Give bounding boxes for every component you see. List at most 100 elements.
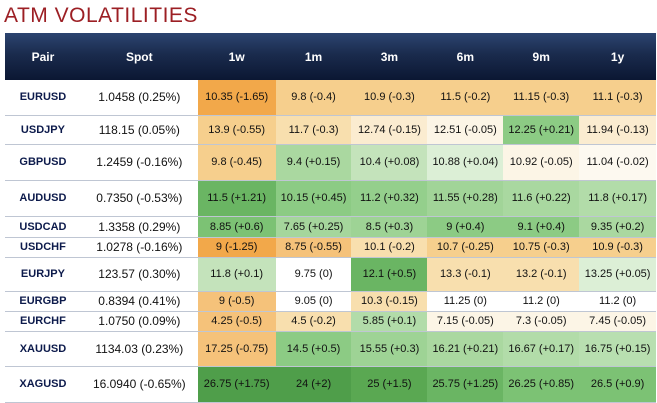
vol-cell: 25 (+1.5) — [351, 367, 428, 402]
vol-cell: 10.88 (+0.04) — [427, 145, 504, 180]
vol-cell: 10.3 (-0.15) — [351, 292, 428, 311]
spot-cell: 0.8394 (0.41%) — [80, 292, 198, 311]
vol-cell: 4.5 (-0.2) — [275, 312, 352, 331]
vol-cell: 7.15 (-0.05) — [427, 312, 504, 331]
vol-cell: 10.7 (-0.25) — [427, 238, 504, 257]
vol-cell: 10.4 (+0.08) — [351, 145, 428, 180]
vol-cell: 10.92 (-0.05) — [503, 145, 580, 180]
vol-cell: 10.1 (-0.2) — [351, 238, 428, 257]
header-1y[interactable]: 1y — [610, 49, 625, 64]
vol-cell: 11.2 (0) — [503, 292, 580, 311]
pair-cell: EURJPY — [5, 258, 81, 291]
spot-cell: 1.0750 (0.09%) — [80, 312, 198, 331]
vol-cell: 26.25 (+0.85) — [503, 367, 580, 402]
vol-cell: 16.21 (+0.21) — [427, 332, 504, 366]
vol-cell: 11.7 (-0.3) — [275, 116, 352, 144]
vol-cell: 11.2 (+0.32) — [351, 181, 428, 216]
vol-cell: 7.65 (+0.25) — [275, 217, 352, 237]
table-row[interactable]: GBPUSD 1.2459 (-0.16%) 9.8 (-0.45) 9.4 (+0.… — [5, 145, 657, 181]
vol-cell: 11.55 (+0.28) — [427, 181, 504, 216]
vol-cell: 13.25 (+0.05) — [579, 258, 657, 291]
vol-cell: 10.15 (+0.45) — [275, 181, 352, 216]
vol-cell: 10.75 (-0.3) — [503, 238, 580, 257]
header-3m[interactable]: 3m — [380, 49, 399, 64]
vol-cell: 13.3 (-0.1) — [427, 258, 504, 291]
vol-cell: 9.8 (-0.45) — [197, 145, 276, 180]
vol-cell: 9.75 (0) — [275, 258, 352, 291]
pair-cell: USDJPY — [5, 116, 81, 144]
spot-cell: 1.3358 (0.29%) — [80, 217, 198, 237]
spot-cell: 1.0278 (-0.16%) — [80, 238, 198, 257]
vol-cell: 9.1 (+0.4) — [503, 217, 580, 237]
vol-cell: 8.5 (+0.3) — [351, 217, 428, 237]
vol-cell: 10.9 (-0.3) — [579, 238, 657, 257]
vol-cell: 14.5 (+0.5) — [275, 332, 352, 366]
vol-cell: 11.1 (-0.3) — [579, 80, 657, 115]
vol-cell: 11.8 (+0.1) — [197, 258, 276, 291]
vol-cell: 11.94 (-0.13) — [579, 116, 657, 144]
page-title: ATM VOLATILITIES — [4, 4, 198, 27]
spot-cell: 118.15 (0.05%) — [80, 116, 198, 144]
header-pair[interactable]: Pair — [31, 49, 55, 64]
table-row[interactable]: EURUSD 1.0458 (0.25%) 10.35 (-1.65) 9.8 (-0… — [5, 80, 657, 116]
vol-cell: 5.85 (+0.1) — [351, 312, 428, 331]
vol-cell: 26.75 (+1.75) — [197, 367, 276, 402]
vol-cell: 11.5 (-0.2) — [427, 80, 504, 115]
vol-cell: 13.9 (-0.55) — [197, 116, 276, 144]
table-row[interactable]: EURCHF 1.0750 (0.09%) 4.25 (-0.5) 4.5 (-0.2… — [5, 312, 657, 332]
vol-cell: 13.2 (-0.1) — [503, 258, 580, 291]
table-row[interactable]: XAGUSD 16.0940 (-0.65%) 26.75 (+1.75) 24 (+… — [5, 367, 657, 403]
vol-cell: 11.04 (-0.02) — [579, 145, 657, 180]
vol-cell: 9 (-0.5) — [197, 292, 276, 311]
volatility-table: Pair Spot 1w 1m 3m 6m 9m 1y EURUSD 1.0458… — [5, 33, 657, 403]
vol-cell: 17.25 (-0.75) — [197, 332, 276, 366]
vol-cell: 11.5 (+1.21) — [197, 181, 276, 216]
header-9m[interactable]: 9m — [532, 49, 550, 64]
spot-cell: 1.2459 (-0.16%) — [80, 145, 198, 180]
vol-cell: 11.6 (+0.22) — [503, 181, 580, 216]
vol-cell: 8.85 (+0.6) — [197, 217, 276, 237]
vol-cell: 24 (+2) — [275, 367, 352, 402]
header-1m[interactable]: 1m — [304, 49, 323, 64]
vol-cell: 9.05 (0) — [275, 292, 352, 311]
vol-cell: 7.3 (-0.05) — [503, 312, 580, 331]
header-6m[interactable]: 6m — [456, 49, 474, 64]
vol-cell: 9.8 (-0.4) — [275, 80, 352, 115]
pair-cell: EURUSD — [5, 80, 81, 115]
pair-cell: GBPUSD — [5, 145, 81, 180]
vol-cell: 16.75 (+0.15) — [579, 332, 657, 366]
pair-cell: USDCAD — [5, 217, 81, 237]
table-row[interactable]: USDCAD 1.3358 (0.29%) 8.85 (+0.6) 7.65 (+0.… — [5, 217, 657, 238]
vol-cell: 12.74 (-0.15) — [351, 116, 428, 144]
vol-cell: 9.35 (+0.2) — [579, 217, 657, 237]
table-row[interactable]: EURJPY 123.57 (0.30%) 11.8 (+0.1) 9.75 (0) 1… — [5, 258, 657, 292]
spot-cell: 1.0458 (0.25%) — [80, 80, 198, 115]
table-row[interactable]: USDJPY 118.15 (0.05%) 13.9 (-0.55) 11.7 (-0… — [5, 116, 657, 145]
header-spot[interactable]: Spot — [125, 49, 153, 64]
vol-cell: 12.25 (+0.21) — [503, 116, 580, 144]
pair-cell: USDCHF — [5, 238, 81, 257]
spot-cell: 123.57 (0.30%) — [80, 258, 198, 291]
vol-cell: 9 (-1.25) — [197, 238, 276, 257]
pair-cell: EURGBP — [5, 292, 81, 311]
vol-cell: 15.55 (+0.3) — [351, 332, 428, 366]
table-row[interactable]: EURGBP 0.8394 (0.41%) 9 (-0.5) 9.05 (0) 10.3… — [5, 292, 657, 312]
spot-cell: 0.7350 (-0.53%) — [80, 181, 198, 216]
vol-cell: 7.45 (-0.05) — [579, 312, 657, 331]
table-row[interactable]: AUDUSD 0.7350 (-0.53%) 11.5 (+1.21) 10.15 (… — [5, 181, 657, 217]
table-row[interactable]: USDCHF 1.0278 (-0.16%) 9 (-1.25) 8.75 (-0.5… — [5, 238, 657, 258]
header-1w[interactable]: 1w — [228, 49, 245, 64]
table-row[interactable]: XAUUSD 1134.03 (0.23%) 17.25 (-0.75) 14.5 (… — [5, 332, 657, 367]
vol-cell: 10.9 (-0.3) — [351, 80, 428, 115]
pair-cell: AUDUSD — [5, 181, 81, 216]
pair-cell: EURCHF — [5, 312, 81, 331]
pair-cell: XAUUSD — [5, 332, 81, 366]
vol-cell: 10.35 (-1.65) — [197, 80, 276, 115]
vol-cell: 16.67 (+0.17) — [503, 332, 580, 366]
spot-cell: 1134.03 (0.23%) — [80, 332, 198, 366]
vol-cell: 12.51 (-0.05) — [427, 116, 504, 144]
vol-cell: 12.1 (+0.5) — [351, 258, 428, 291]
vol-cell: 9.4 (+0.15) — [275, 145, 352, 180]
vol-cell: 11.8 (+0.17) — [579, 181, 657, 216]
vol-cell: 11.2 (0) — [579, 292, 657, 311]
